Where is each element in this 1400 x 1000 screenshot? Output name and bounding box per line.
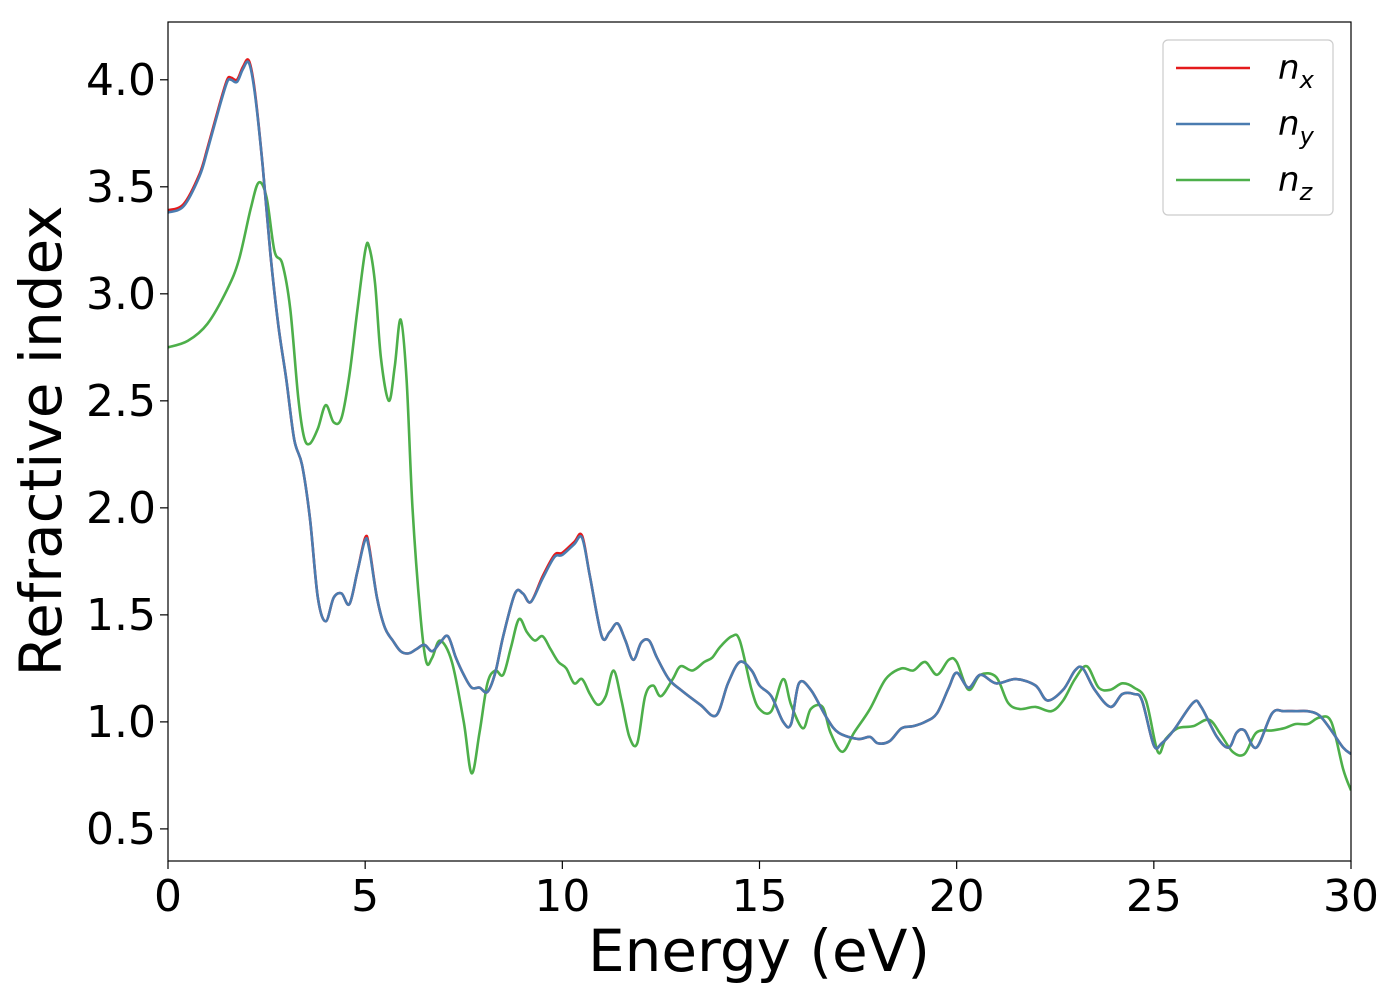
x-tick-label: 5	[351, 871, 379, 922]
x-tick-label: 25	[1126, 871, 1182, 922]
y-tick-label: 1.0	[86, 697, 156, 748]
legend-label-main: n	[1278, 160, 1300, 200]
y-tick-label: 1.5	[86, 590, 156, 641]
legend-label-y: ny	[1278, 104, 1315, 150]
legend-label-sub: z	[1299, 178, 1314, 206]
x-tick-label: 15	[732, 871, 788, 922]
legend-label-main: n	[1278, 104, 1300, 144]
legend-label-sub: x	[1299, 66, 1315, 94]
y-axis: 0.5 1.0 1.5 2.0 2.5 3.0 3.5 4.0	[86, 55, 168, 855]
x-tick-label: 10	[534, 871, 590, 922]
legend-label-sub: y	[1299, 122, 1315, 150]
y-tick-label: 3.0	[86, 269, 156, 320]
x-tick-label: 30	[1323, 871, 1379, 922]
y-tick-label: 4.0	[86, 55, 156, 106]
x-tick-label: 20	[929, 871, 985, 922]
legend-box	[1162, 39, 1334, 216]
series-line-y	[168, 60, 1351, 756]
y-tick-label: 2.0	[86, 483, 156, 534]
y-axis-title: Refractive index	[7, 205, 75, 676]
legend-label-main: n	[1278, 48, 1300, 88]
legend-label-z: nz	[1278, 160, 1314, 206]
y-tick-label: 2.5	[86, 376, 156, 427]
series-line-z	[168, 180, 1351, 791]
x-tick-label: 0	[154, 871, 182, 922]
series-layer	[168, 58, 1351, 791]
x-axis-title: Energy (eV)	[588, 917, 930, 985]
x-axis: 0 5 10 15 20 25 30	[154, 861, 1379, 922]
y-tick-label: 0.5	[86, 804, 156, 855]
legend-label-x: nx	[1278, 48, 1315, 94]
y-tick-label: 3.5	[86, 162, 156, 213]
